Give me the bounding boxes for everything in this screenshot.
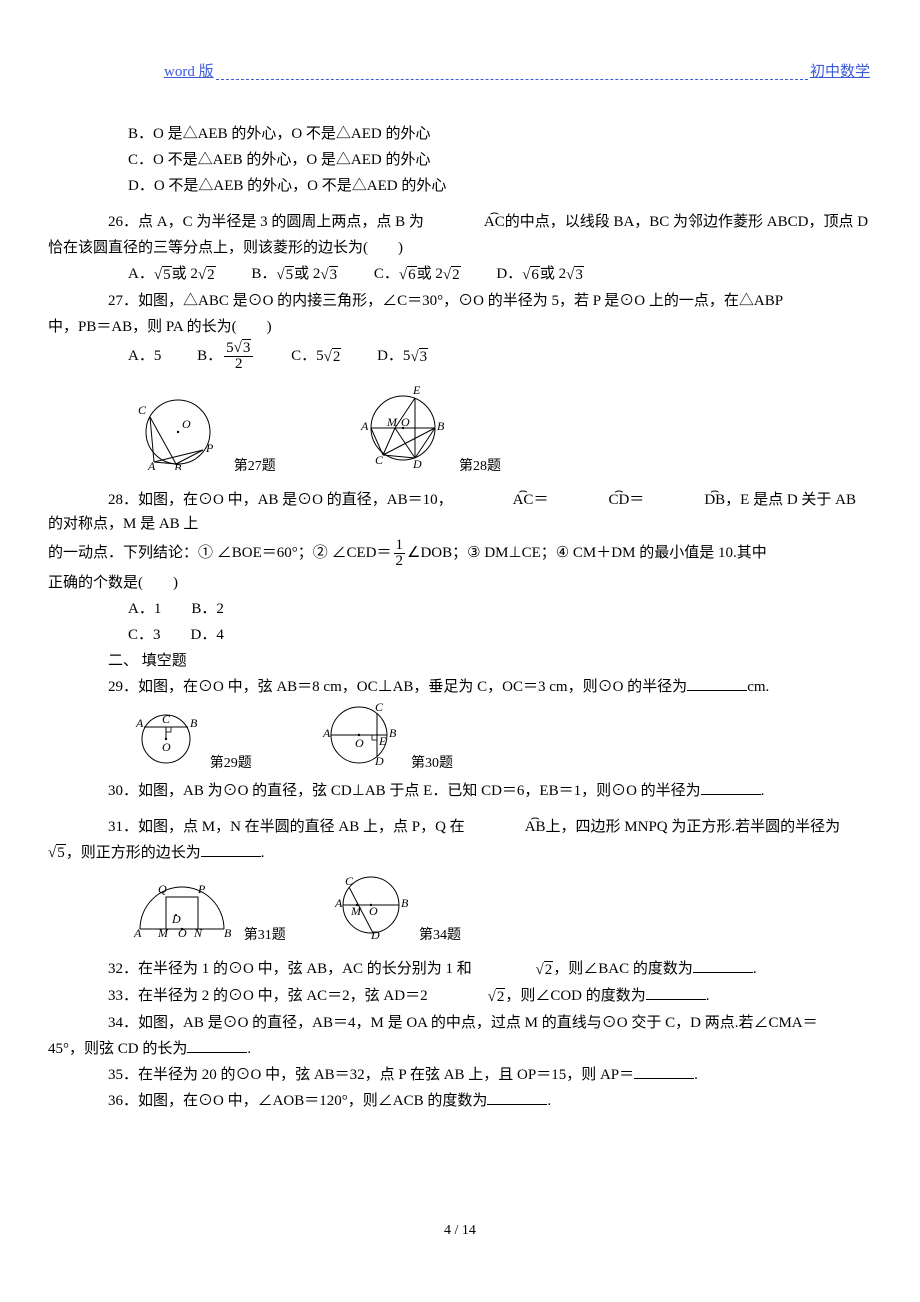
diagram-label-29: 第29题 xyxy=(210,753,252,775)
diagram-q29: A B C O xyxy=(128,705,204,775)
svg-text:A: A xyxy=(133,926,142,939)
svg-text:A: A xyxy=(135,716,144,730)
q29-line: 29．如图，在⊙O 中，弦 AB＝8 cm，OC⊥AB，垂足为 C，OC＝3 c… xyxy=(48,675,872,699)
svg-text:C: C xyxy=(345,874,354,888)
svg-text:C: C xyxy=(162,712,171,726)
q29-blank xyxy=(687,675,747,691)
svg-text:D: D xyxy=(412,457,422,470)
q28-line1: 28．如图，在⊙O 中，AB 是⊙O 的直径，AB＝10，AC＝CD＝DB，E … xyxy=(48,488,872,536)
q28-opt-ab: A．1 B．2 xyxy=(128,597,872,621)
q28-opt-cd: C．3 D．4 xyxy=(128,623,872,647)
svg-text:Q: Q xyxy=(158,882,167,896)
svg-text:B: B xyxy=(401,896,409,910)
svg-text:C: C xyxy=(375,453,384,467)
svg-text:C: C xyxy=(138,403,147,417)
header-dash xyxy=(216,79,808,80)
svg-text:E: E xyxy=(378,734,387,748)
svg-text:D: D xyxy=(370,928,380,939)
svg-text:M: M xyxy=(350,904,362,918)
q33-line: 33．在半径为 2 的⊙O 中，弦 AC＝2，弦 AD＝22，则∠COD 的度数… xyxy=(48,984,872,1009)
svg-text:D: D xyxy=(374,754,384,767)
svg-text:O: O xyxy=(162,740,171,754)
diagram-q28: A B C D E M O xyxy=(353,380,453,478)
q25-opt-d: D．O 不是△AEB 的外心，O 不是△AED 的外心 xyxy=(128,174,872,198)
q32-line: 32．在半径为 1 的⊙O 中，弦 AB，AC 的长分别为 1 和 2，则∠BA… xyxy=(48,957,872,982)
q27-opt-b: B．532 xyxy=(197,341,255,372)
header-left: word 版 xyxy=(164,60,214,84)
diagram-row-27-28: O C A B P 第27题 xyxy=(128,380,872,478)
q27-line2: 中，PB＝AB，则 PA 的长为( ) xyxy=(48,315,872,339)
q34-line1: 34．如图，AB 是⊙O 的直径，AB＝4，M 是 OA 的中点，过点 M 的直… xyxy=(48,1011,872,1035)
arc-ac: AC xyxy=(424,210,505,234)
q30-line: 30．如图，AB 为⊙O 的直径，弦 CD⊥AB 于点 E．已知 CD＝6，EB… xyxy=(48,779,872,803)
svg-text:A: A xyxy=(322,726,331,740)
q27-options: A．5 B．532 C．52 D．53 xyxy=(128,341,872,372)
svg-text:B: B xyxy=(190,716,198,730)
page-footer: 4 / 14 xyxy=(0,1220,920,1242)
q32-blank xyxy=(693,957,753,973)
q31-line1: 31．如图，点 M，N 在半圆的直径 AB 上，点 P，Q 在AB上，四边形 M… xyxy=(48,815,872,839)
diagram-row-31-34: Q P A M O N B D 第31题 xyxy=(128,873,872,947)
svg-text:O: O xyxy=(182,417,191,431)
q34-blank xyxy=(187,1037,247,1053)
q31-blank xyxy=(201,841,261,857)
header-right: 初中数学 xyxy=(810,60,870,84)
q35-line: 35．在半径为 20 的⊙O 中，弦 AB＝32，点 P 在弦 AB 上，且 O… xyxy=(48,1063,872,1087)
q35-blank xyxy=(634,1063,694,1079)
svg-text:B: B xyxy=(174,461,182,470)
q28-line3: 正确的个数是( ) xyxy=(48,571,872,595)
section-2-heading: 二、 填空题 xyxy=(48,649,872,673)
page-header: word 版 初中数学 xyxy=(164,60,870,84)
q26-opt-a: A．5或 22 xyxy=(128,262,216,287)
svg-text:O: O xyxy=(401,415,410,429)
q34-line2: 45°，则弦 CD 的长为. xyxy=(48,1037,872,1061)
q28-line2: 的一动点．下列结论：① ∠BOE＝60°；② ∠CED＝12∠DOB；③ DM⊥… xyxy=(48,538,872,569)
svg-text:A: A xyxy=(334,896,343,910)
diagram-label-30: 第30题 xyxy=(411,753,453,775)
diagram-q30: A B C D E O xyxy=(319,701,405,775)
diagram-row-29-30: A B C O 第29题 A B C D xyxy=(128,701,872,775)
content-body: B．O 是△AEB 的外心，O 不是△AED 的外心 C．O 不是△AEB 的外… xyxy=(48,122,872,1113)
svg-text:M: M xyxy=(157,926,169,939)
svg-text:E: E xyxy=(412,383,421,397)
svg-text:O: O xyxy=(178,926,187,939)
svg-text:A: A xyxy=(360,419,369,433)
q36-blank xyxy=(487,1089,547,1105)
svg-text:B: B xyxy=(437,419,445,433)
diagram-q34: A B C D M O xyxy=(323,873,413,947)
q26-line1: 26．点 A，C 为半径是 3 的圆周上两点，点 B 为AC的中点，以线段 BA… xyxy=(48,210,872,234)
q33-blank xyxy=(646,984,706,1000)
q26-opt-b: B．5或 23 xyxy=(251,262,338,287)
q27-opt-a: A．5 xyxy=(128,344,161,368)
diagram-label-27: 第27题 xyxy=(234,456,276,478)
svg-text:M: M xyxy=(386,415,398,429)
svg-text:P: P xyxy=(197,882,206,896)
q27-opt-d: D．53 xyxy=(377,344,428,369)
q36-line: 36．如图，在⊙O 中，∠AOB＝120°，则∠ACB 的度数为. xyxy=(48,1089,872,1113)
svg-text:O: O xyxy=(355,736,364,750)
q30-blank xyxy=(701,779,761,795)
q26-opt-d: D．6或 23 xyxy=(496,262,584,287)
q31-line2: 5，则正方形的边长为. xyxy=(48,841,872,866)
diagram-label-28: 第28题 xyxy=(459,456,501,478)
diagram-label-31: 第31题 xyxy=(244,925,286,947)
diagram-q31: Q P A M O N B D xyxy=(128,875,238,947)
q26-line2: 恰在该圆直径的三等分点上，则该菱形的边长为( ) xyxy=(48,236,872,260)
q25-opt-c: C．O 不是△AEB 的外心，O 是△AED 的外心 xyxy=(128,148,872,172)
svg-text:B: B xyxy=(224,926,232,939)
q27-line1: 27．如图，△ABC 是⊙O 的内接三角形，∠C＝30°，⊙O 的半径为 5，若… xyxy=(48,289,872,313)
q25-opt-b: B．O 是△AEB 的外心，O 不是△AED 的外心 xyxy=(128,122,872,146)
svg-text:B: B xyxy=(389,726,397,740)
svg-text:A: A xyxy=(147,459,156,470)
q26-options: A．5或 22 B．5或 23 C．6或 22 D．6或 23 xyxy=(128,262,872,287)
q27-opt-c: C．52 xyxy=(291,344,341,369)
svg-text:C: C xyxy=(375,701,384,714)
svg-text:O: O xyxy=(369,904,378,918)
diagram-q27: O C A B P xyxy=(128,390,228,478)
svg-text:P: P xyxy=(205,441,214,455)
q26-opt-c: C．6或 22 xyxy=(374,262,461,287)
svg-text:N: N xyxy=(193,926,203,939)
diagram-label-34: 第34题 xyxy=(419,925,461,947)
